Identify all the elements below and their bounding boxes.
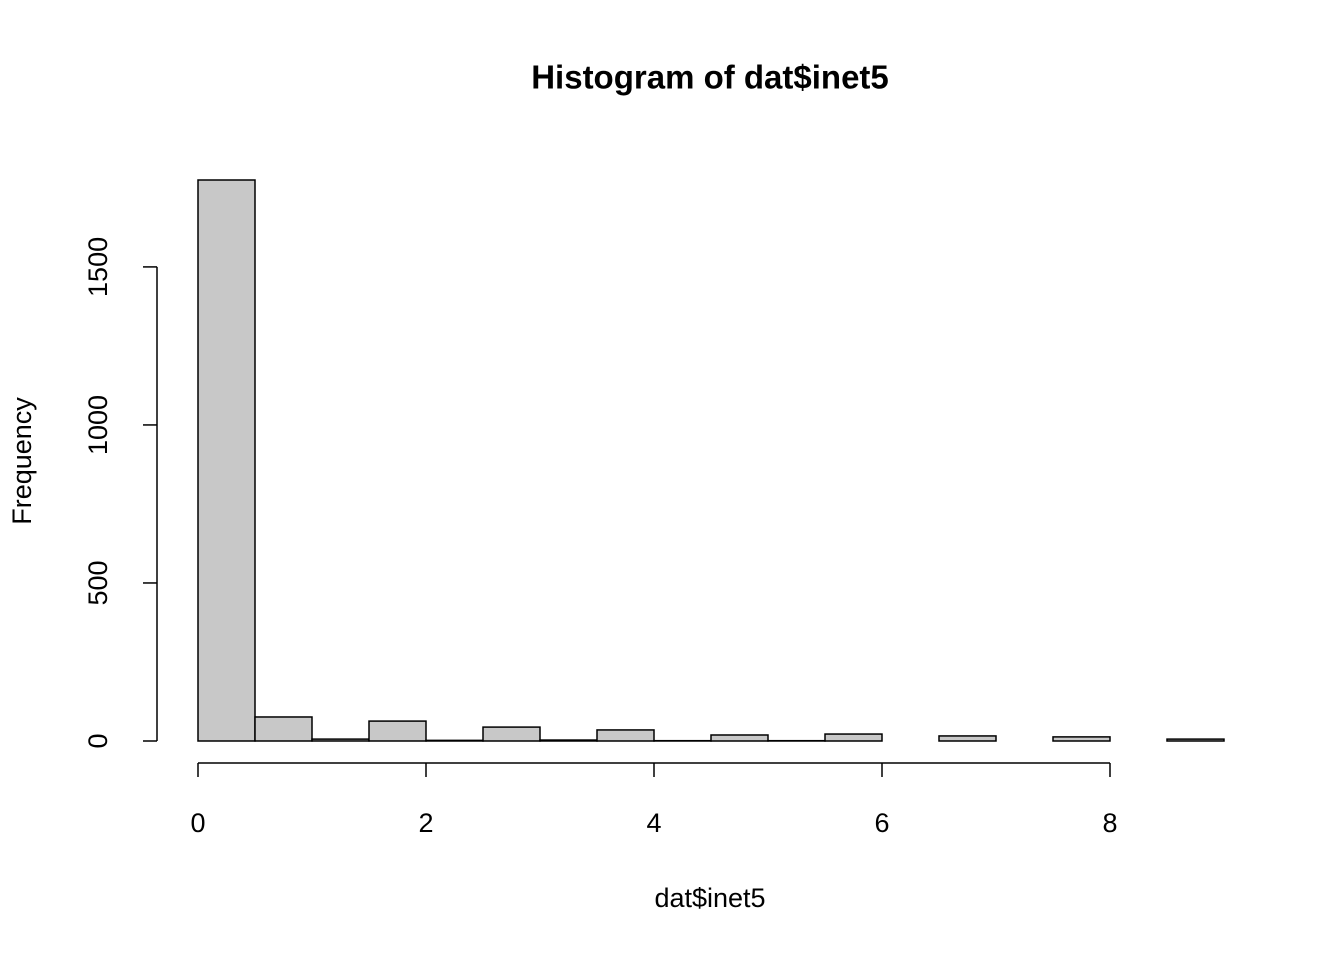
y-tick-label: 0 xyxy=(83,733,113,748)
x-tick-label: 8 xyxy=(1102,808,1117,838)
x-axis-label: dat$inet5 xyxy=(654,883,765,913)
bar xyxy=(425,739,484,742)
bar xyxy=(710,734,769,742)
y-axis-label: Frequency xyxy=(7,397,37,525)
bar xyxy=(197,179,256,742)
bar xyxy=(539,739,598,742)
chart-title: Histogram of dat$inet5 xyxy=(531,59,889,96)
x-tick-label: 6 xyxy=(874,808,889,838)
bar xyxy=(824,733,883,742)
bar xyxy=(596,729,655,742)
y-tick-label: 1000 xyxy=(83,395,113,455)
bar xyxy=(1052,736,1111,742)
bar xyxy=(1166,738,1225,742)
bar xyxy=(938,735,997,742)
bar xyxy=(254,716,313,742)
bar xyxy=(368,720,427,742)
y-tick-label: 500 xyxy=(83,560,113,605)
bar xyxy=(482,726,541,742)
bar xyxy=(311,738,370,742)
x-tick-label: 0 xyxy=(190,808,205,838)
x-tick-label: 2 xyxy=(418,808,433,838)
y-tick-label: 1500 xyxy=(83,237,113,297)
x-tick-label: 4 xyxy=(646,808,661,838)
